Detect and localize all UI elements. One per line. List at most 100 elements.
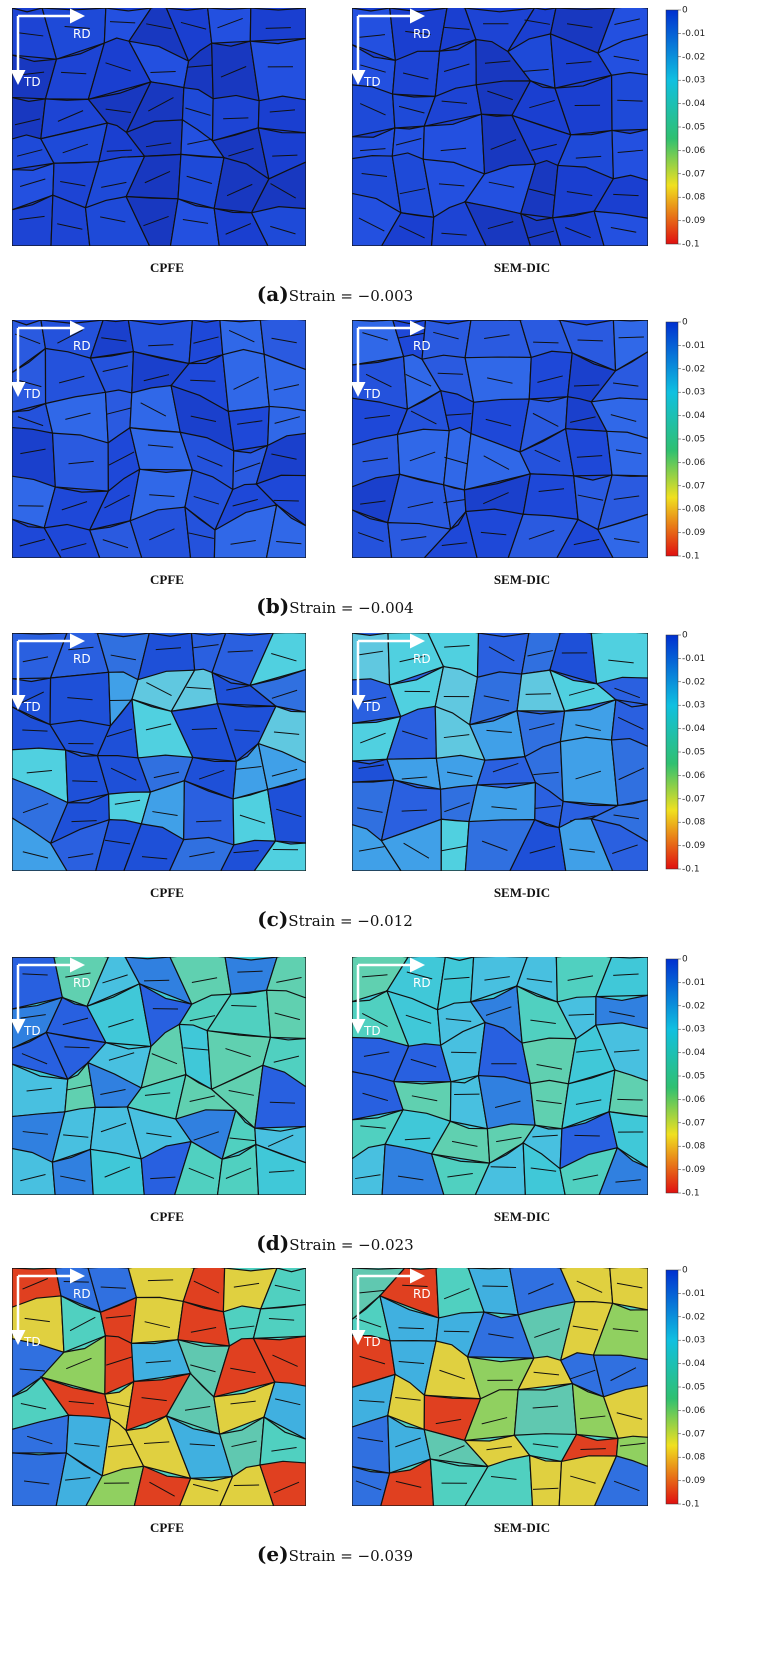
- sub-boundary: [533, 341, 559, 344]
- sub-boundary: [65, 412, 91, 420]
- strain-map: [352, 957, 648, 1195]
- grain: [606, 430, 648, 477]
- sub-boundary: [22, 656, 49, 663]
- td-label: TD: [23, 700, 41, 714]
- sub-boundary: [445, 413, 472, 416]
- sub-boundary: [271, 453, 297, 460]
- grain: [559, 736, 619, 807]
- colorbar-label: -0.04: [682, 411, 706, 421]
- map-title: CPFE: [150, 885, 184, 900]
- sub-boundary: [190, 415, 217, 422]
- sub-boundary: [575, 1099, 602, 1105]
- sub-boundary: [59, 375, 85, 384]
- sub-boundary: [114, 799, 141, 805]
- sub-boundary: [572, 1325, 599, 1331]
- sub-boundary: [395, 1437, 421, 1448]
- sub-boundary: [150, 1176, 176, 1180]
- sub-boundary: [144, 1321, 170, 1329]
- grain: [51, 432, 109, 492]
- sub-boundary: [268, 1170, 295, 1173]
- sub-boundary: [619, 1442, 646, 1447]
- sub-boundary: [364, 414, 390, 420]
- sub-boundary: [618, 336, 644, 339]
- rd-label: RD: [73, 652, 91, 666]
- sub-boundary: [360, 732, 386, 744]
- sub-boundary: [612, 844, 638, 854]
- grain: [602, 1384, 648, 1439]
- sub-boundary: [451, 1140, 478, 1147]
- sub-boundary: [57, 223, 83, 230]
- colorbar-label: -0.09: [682, 528, 706, 538]
- sub-boundary: [433, 331, 459, 340]
- panel: RD TD CPFE RD TD SEM-DIC 0 -0.01 -0.02 -0.03 -0.04…: [10, 1266, 706, 1566]
- grain: [611, 128, 648, 181]
- panel-label: (d): [256, 1231, 289, 1255]
- sub-boundary: [573, 384, 600, 387]
- sub-boundary: [441, 542, 468, 546]
- sub-boundary: [63, 1134, 89, 1138]
- sub-boundary: [490, 139, 517, 150]
- sub-boundary: [577, 339, 603, 342]
- panel-label: (e): [257, 1542, 289, 1566]
- map-title: SEM-DIC: [494, 572, 550, 587]
- sub-boundary: [106, 407, 132, 415]
- sub-boundary: [359, 34, 386, 38]
- sub-boundary: [273, 1055, 300, 1063]
- sub-boundary: [193, 644, 219, 649]
- sub-boundary: [575, 155, 602, 159]
- sub-boundary: [102, 539, 129, 549]
- sub-boundary: [617, 1098, 643, 1101]
- sub-boundary: [445, 1018, 472, 1022]
- strain-map: [352, 1268, 648, 1506]
- sub-boundary: [446, 771, 473, 778]
- colorbar-label: -0.1: [682, 1500, 700, 1510]
- strain-map: [12, 633, 306, 871]
- sub-boundary: [444, 802, 470, 813]
- sub-boundary: [401, 776, 428, 780]
- sub-boundary: [267, 1134, 294, 1147]
- sub-boundary: [24, 1317, 50, 1323]
- sub-boundary: [108, 451, 135, 466]
- sub-boundary: [533, 1371, 560, 1376]
- colorbar-label: -0.09: [682, 216, 706, 226]
- sub-boundary: [274, 1012, 301, 1021]
- sub-boundary: [62, 143, 89, 154]
- sub-boundary: [407, 501, 434, 509]
- grain: [593, 1455, 648, 1506]
- sub-boundary: [483, 695, 510, 702]
- grain: [528, 1454, 563, 1506]
- sub-boundary: [360, 148, 386, 152]
- sub-boundary: [357, 1437, 384, 1442]
- sub-boundary: [613, 495, 640, 500]
- sub-boundary: [233, 850, 259, 854]
- sub-boundary: [443, 63, 470, 72]
- panel-label: (b): [256, 594, 289, 618]
- map-title: SEM-DIC: [494, 1520, 550, 1535]
- sub-boundary: [60, 543, 87, 551]
- sub-boundary: [617, 99, 643, 102]
- panel: RD TD CPFE RD TD SEM-DIC 0 -0.01 -0.02 -0.03 -0.04…: [10, 318, 706, 618]
- sub-boundary: [401, 730, 428, 740]
- colorbar-label: -0.09: [682, 1165, 706, 1175]
- sub-boundary: [533, 1487, 559, 1490]
- sub-boundary: [410, 410, 437, 425]
- sub-boundary: [608, 659, 634, 664]
- sub-boundary: [398, 1361, 425, 1364]
- sub-boundary: [437, 372, 464, 375]
- sub-boundary: [145, 142, 172, 148]
- sub-boundary: [269, 109, 296, 113]
- sub-boundary: [615, 449, 642, 455]
- grain: [598, 1146, 648, 1195]
- sub-boundary: [60, 1175, 86, 1182]
- sub-boundary: [61, 501, 88, 511]
- sub-boundary: [529, 99, 555, 109]
- sub-boundary: [438, 1445, 465, 1457]
- sub-boundary: [144, 1092, 171, 1096]
- sub-boundary: [63, 1281, 89, 1283]
- sub-boundary: [64, 1046, 90, 1049]
- sub-boundary: [441, 845, 468, 852]
- colorbar-label: -0.02: [682, 1312, 705, 1322]
- colorbar-label: -0.04: [682, 1359, 706, 1369]
- colorbar-label: -0.04: [682, 724, 706, 734]
